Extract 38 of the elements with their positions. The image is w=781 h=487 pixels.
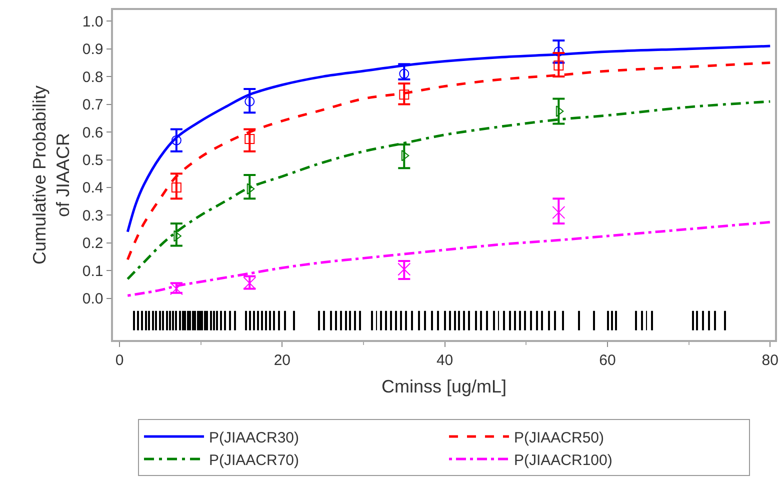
y-tick-label: 0.0 <box>82 290 104 308</box>
x-tick-label: 40 <box>436 352 454 369</box>
line-series <box>126 44 772 234</box>
point <box>554 46 564 57</box>
point <box>556 106 564 117</box>
y-tick-label: 0.8 <box>82 68 104 86</box>
y-tick-label: 0.1 <box>82 262 104 280</box>
y-tick-label: 1.0 <box>82 13 104 30</box>
point <box>554 60 564 70</box>
x-tick-label: 80 <box>762 352 778 369</box>
legend-label: P(JIAACR50) <box>514 429 604 446</box>
y-tick-label: 0.3 <box>82 207 104 224</box>
point <box>401 150 410 162</box>
point <box>246 183 255 195</box>
point <box>244 134 255 144</box>
y-tick-label: 0.5 <box>82 152 104 169</box>
line-series <box>126 100 772 280</box>
y-tick-label: 0.4 <box>82 180 104 197</box>
legend-label: P(JIAACR100) <box>514 452 612 469</box>
point <box>244 96 255 107</box>
x-axis-title: Cminss [ug/mL] <box>381 376 507 396</box>
point <box>398 262 411 276</box>
point <box>171 135 182 146</box>
point <box>552 206 566 219</box>
x-tick-label: 0 <box>115 352 124 369</box>
line-series <box>126 220 772 297</box>
y-axis-title: Cumulative Probability of JIAACR <box>30 85 74 265</box>
y-tick-label: 0.6 <box>82 124 104 142</box>
x-tick-label: 60 <box>599 352 616 369</box>
x-tick-label: 20 <box>274 352 291 369</box>
point <box>399 90 410 100</box>
y-tick-label: 0.7 <box>82 96 104 114</box>
legend-label: P(JIAACR30) <box>209 429 300 446</box>
point <box>171 182 182 192</box>
y-tick-label: 0.2 <box>82 235 104 252</box>
legend-label: P(JIAACR70) <box>209 452 300 469</box>
point <box>399 68 410 79</box>
y-tick-label: 0.9 <box>82 41 104 58</box>
